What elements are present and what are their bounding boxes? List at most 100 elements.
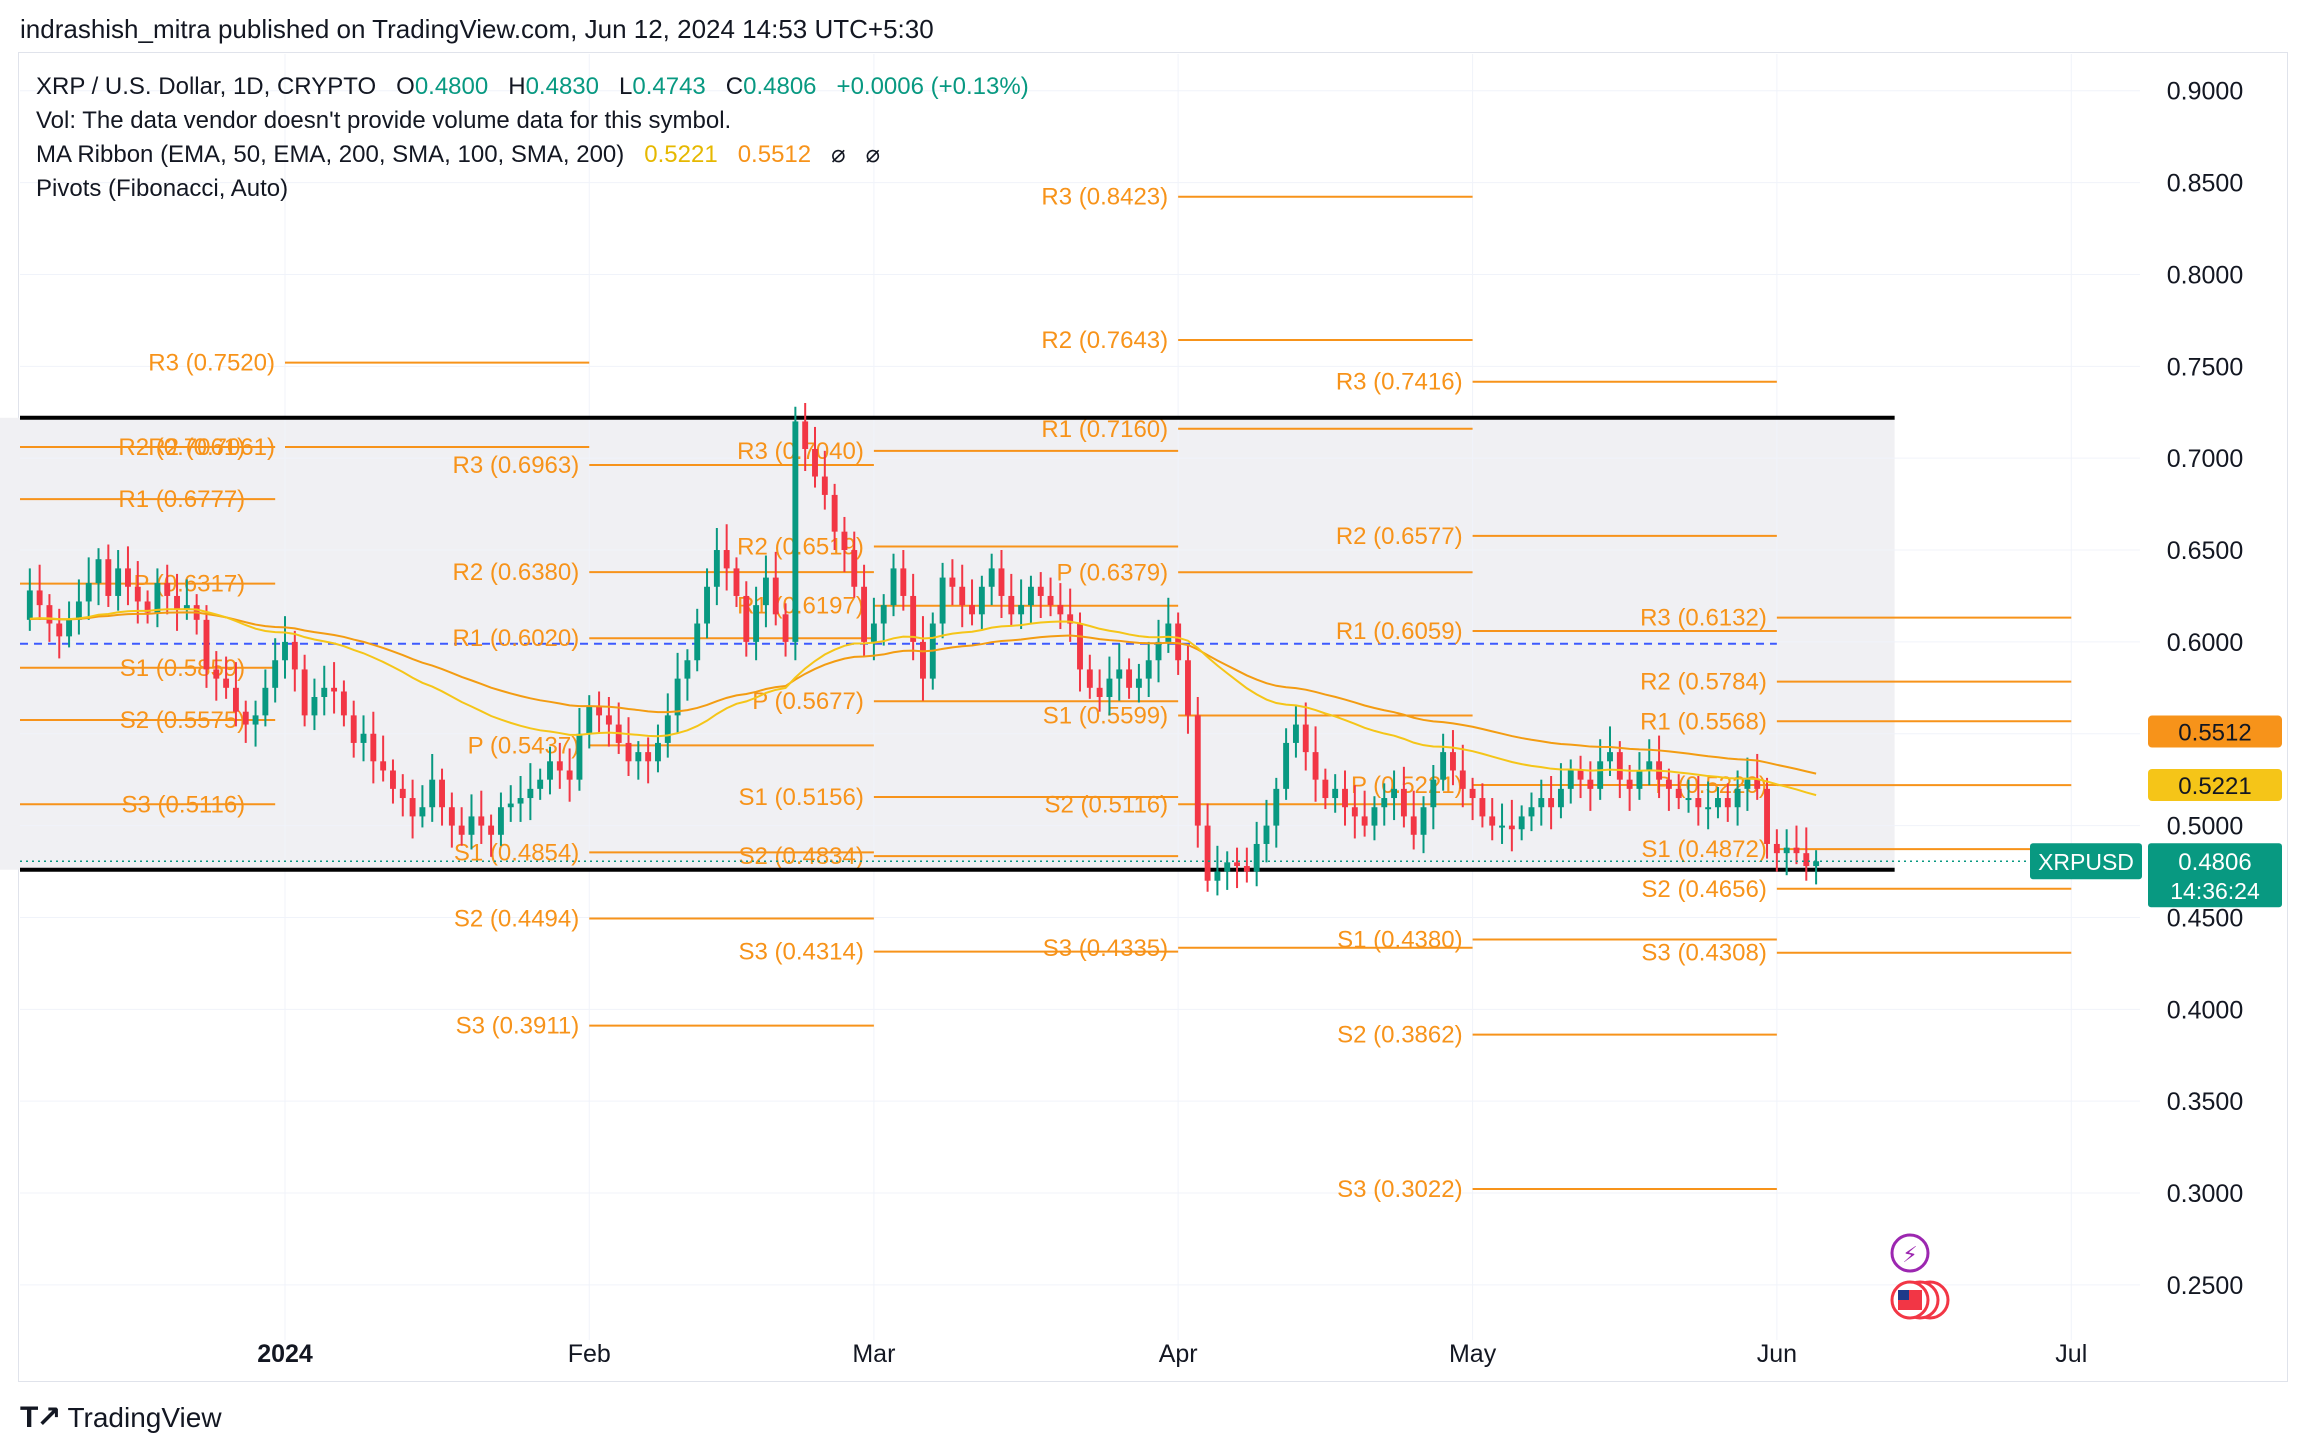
candle-body <box>566 770 573 780</box>
candle-body <box>1243 866 1250 872</box>
candle-body <box>969 605 975 615</box>
candle-body <box>1077 623 1083 670</box>
pivot-label-p: P (0.6379) <box>1057 559 1169 586</box>
pivot-label-s1: S1 (0.4380) <box>1337 927 1462 954</box>
candle-body <box>1067 614 1074 624</box>
x-tick-label: May <box>1449 1340 1497 1368</box>
pivot-label-r1: R1 (0.6777) <box>118 486 245 513</box>
candle-body <box>1391 788 1398 799</box>
ma-ribbon-ema200-line <box>29 611 1817 775</box>
legend-symbol[interactable]: XRP / U.S. Dollar, 1D, CRYPTO <box>36 73 377 100</box>
pivot-label-s3: S3 (0.4308) <box>1641 940 1766 967</box>
candle-body <box>625 742 632 762</box>
candle-body <box>1057 605 1064 615</box>
candle-body <box>203 619 210 670</box>
candle-body <box>1371 807 1378 826</box>
candle-body <box>1803 853 1810 867</box>
pivot-label-s1: S1 (0.4854) <box>454 839 579 866</box>
candle-body <box>1361 816 1368 826</box>
x-tick-label: Feb <box>568 1340 611 1368</box>
candle-body <box>1538 798 1545 808</box>
candle-body <box>851 550 858 587</box>
candle-body <box>841 531 848 551</box>
pivot-label-s2: S2 (0.5116) <box>1045 791 1169 818</box>
candle-body <box>547 761 553 780</box>
candle-body <box>154 583 161 613</box>
candle-body <box>596 706 603 716</box>
legend-ma-row[interactable]: MA Ribbon (EMA, 50, EMA, 200, SMA, 100, … <box>36 138 1029 172</box>
candle-body <box>75 601 82 620</box>
candle-body <box>1734 788 1741 808</box>
candle-body <box>1469 788 1476 799</box>
candle-body <box>1518 816 1525 830</box>
candle-body <box>1126 669 1133 688</box>
candle-body <box>370 733 377 762</box>
candle-body <box>517 798 524 804</box>
candle-body <box>861 586 868 642</box>
chart-legend: XRP / U.S. Dollar, 1D, CRYPTO O0.4800 H0… <box>36 70 1029 206</box>
candle-body <box>468 816 475 835</box>
candle-body <box>821 476 828 495</box>
candle-body <box>753 605 760 642</box>
candle-body <box>1302 724 1309 753</box>
pivot-label-r1: R1 (0.6020) <box>453 625 580 652</box>
pivot-label-s1: S1 (0.5859) <box>120 655 245 682</box>
footer-brand[interactable]: T↗ TradingView <box>20 1400 222 1435</box>
pivot-label-r2: R2 (0.6380) <box>453 559 580 586</box>
candle-body <box>556 761 563 771</box>
candle-body <box>576 733 583 780</box>
candle-body <box>694 623 701 661</box>
candle-body <box>331 687 338 692</box>
candle-body <box>1715 798 1721 808</box>
lightning-event-icon <box>1890 1233 1930 1273</box>
candle-body <box>1292 724 1299 743</box>
pivot-label-s3: S3 (0.4335) <box>1043 935 1168 962</box>
candle-body <box>1322 779 1329 799</box>
legend-volume-row[interactable]: Vol: The data vendor doesn't provide vol… <box>36 107 732 134</box>
current-price-tag <box>2148 843 2282 908</box>
candle-body <box>743 595 750 642</box>
candle-body <box>537 779 544 789</box>
candle-body <box>134 586 141 602</box>
pivot-label-r2: R2 (0.7643) <box>1041 327 1168 354</box>
x-tick-label: Jul <box>2055 1340 2087 1368</box>
candle-body <box>1616 752 1623 780</box>
ma-price-tag <box>2148 768 2282 801</box>
y-tick-label: 0.5000 <box>2167 813 2243 841</box>
candle-body <box>1567 770 1574 789</box>
candle-body <box>85 583 92 602</box>
candle-body <box>1705 807 1712 810</box>
legend-close: 0.4806 <box>743 73 817 100</box>
candle-body <box>684 660 691 679</box>
footer-brand-text: TradingView <box>67 1401 222 1433</box>
legend-high: 0.4830 <box>525 73 599 100</box>
candle-body <box>95 559 102 584</box>
candle-body <box>488 825 495 835</box>
ma-price-tag-label: 0.5221 <box>2178 773 2251 800</box>
legend-pivots-row[interactable]: Pivots (Fibonacci, Auto) <box>36 175 289 202</box>
candle-body <box>586 706 593 734</box>
candle-body <box>144 601 151 613</box>
candle-body <box>674 678 681 716</box>
ma-ribbon-ema50-line <box>29 608 1817 797</box>
candle-body <box>1194 715 1201 826</box>
candle-body <box>1086 669 1093 688</box>
candle-body <box>1577 770 1584 780</box>
candle-body <box>920 641 926 679</box>
candle-body <box>1420 807 1427 835</box>
candle-body <box>792 421 799 642</box>
candle-body <box>1116 669 1123 679</box>
candle-body <box>1037 586 1044 596</box>
candle-body <box>1135 678 1142 688</box>
pivot-label-s1: S1 (0.4872) <box>1641 836 1766 863</box>
y-tick-label: 0.3000 <box>2167 1180 2243 1208</box>
candle-body <box>1764 788 1770 844</box>
candle-body <box>66 619 73 637</box>
candle-body <box>497 807 504 835</box>
candle-body <box>1263 825 1270 844</box>
pivot-label-s3: S3 (0.3022) <box>1337 1176 1462 1203</box>
candle-body <box>900 568 907 596</box>
candle-body <box>242 711 249 725</box>
publish-header: indrashish_mitra published on TradingVie… <box>20 14 934 44</box>
